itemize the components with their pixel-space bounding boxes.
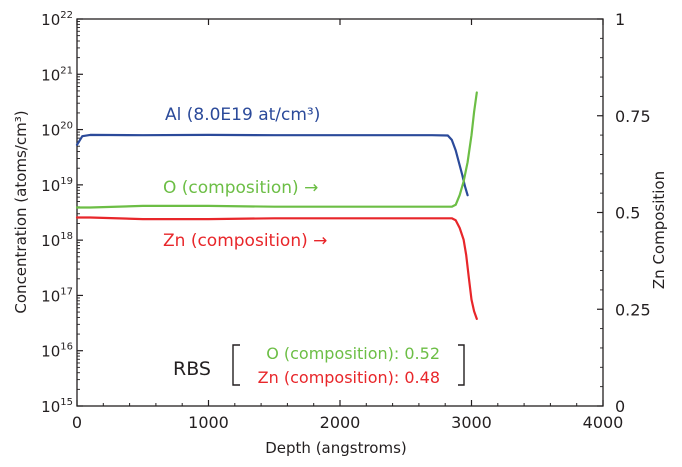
- y-tick-label: 1020: [41, 121, 73, 140]
- y-tick-label: 1017: [41, 286, 73, 305]
- y-axis-label: Concentration (atoms/cm³): [12, 110, 30, 313]
- al-series-line: [75, 133, 469, 197]
- y-tick-label: 1016: [41, 342, 73, 361]
- y-tick-label: 1022: [41, 10, 73, 29]
- y2-tick-label: 0.25: [615, 300, 651, 319]
- x-tick-label: 2000: [320, 413, 361, 432]
- y2-tick-label: 1: [615, 10, 625, 29]
- y-tick-label: 1019: [41, 176, 73, 195]
- x-axis-label: Depth (angstroms): [265, 439, 407, 457]
- x-tick-label: 3000: [451, 413, 492, 432]
- x-tick-label: 1000: [188, 413, 229, 432]
- zn-series-line: [75, 216, 478, 320]
- y-axis-ticks: 1015 1016 1017 1018 1019 1020 1021 1022: [41, 10, 83, 416]
- rbs-label: RBS: [173, 358, 211, 380]
- y-tick-label: 1018: [41, 231, 73, 250]
- series-lines: [75, 91, 478, 320]
- al-series-label: Al (8.0E19 at/cm³): [165, 105, 320, 125]
- y2-axis-label: Zn Composition: [650, 171, 668, 289]
- y2-axis-ticks: 0 0.25 0.5 0.75 1: [597, 10, 651, 416]
- zn-series-label: Zn (composition) →: [163, 231, 327, 251]
- y-tick-label: 1021: [41, 65, 73, 84]
- o-series-label: O (composition) →: [163, 178, 318, 198]
- y2-tick-label: 0: [615, 397, 625, 416]
- x-tick-label: 4000: [583, 413, 624, 432]
- x-axis-ticks: 0 1000 2000 3000 4000: [72, 19, 623, 432]
- x-tick-label: 0: [72, 413, 82, 432]
- rbs-zn-value: Zn (composition): 0.48: [258, 368, 440, 387]
- y2-tick-label: 0.5: [615, 204, 640, 223]
- rbs-left-bracket: [232, 344, 240, 386]
- rbs-o-value: O (composition): 0.52: [266, 344, 440, 363]
- rbs-right-bracket: [458, 344, 465, 386]
- y2-tick-label: 0.75: [615, 107, 651, 126]
- o-series-line: [75, 91, 478, 209]
- y-tick-label: 1015: [41, 397, 73, 416]
